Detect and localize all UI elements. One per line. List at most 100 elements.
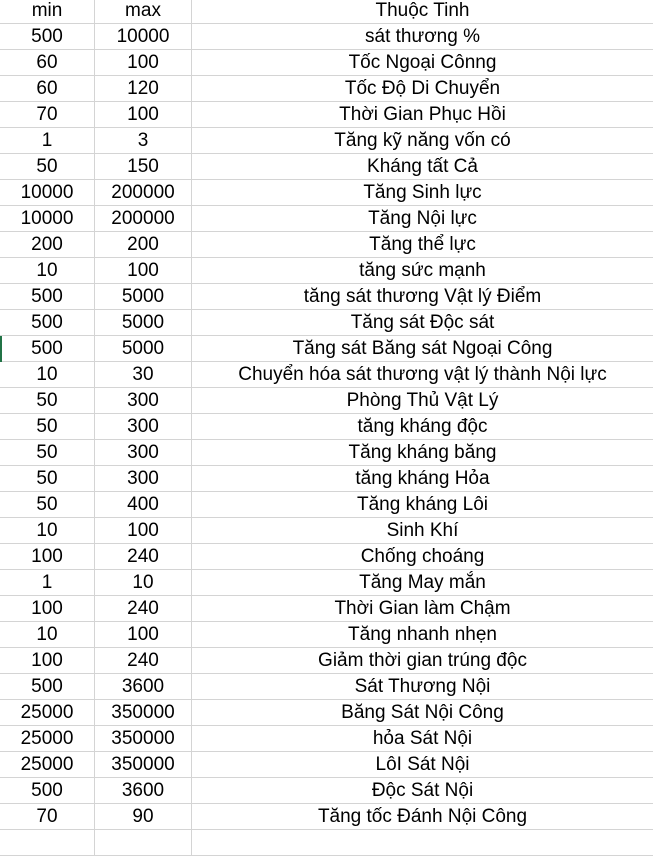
cell-attribute[interactable]: Tăng Nội lực: [368, 208, 477, 229]
cell-min[interactable]: 500: [0, 778, 95, 803]
cell-min[interactable]: 1: [0, 570, 95, 595]
cell-min[interactable]: 70: [0, 804, 95, 829]
cell-max[interactable]: 300: [95, 466, 192, 491]
cell-attribute[interactable]: Thời Gian làm Chậm: [334, 598, 511, 619]
cell-attribute[interactable]: Giảm thời gian trúng độc: [318, 650, 527, 671]
cell-min[interactable]: 10000: [0, 180, 95, 205]
cell-max[interactable]: 200000: [95, 180, 192, 205]
cell-attribute[interactable]: Tăng nhanh nhẹn: [348, 624, 497, 645]
cell-max[interactable]: 100: [95, 50, 192, 75]
cell-min[interactable]: 200: [0, 232, 95, 257]
cell-max[interactable]: 400: [95, 492, 192, 517]
cell-min[interactable]: 100: [0, 596, 95, 621]
cell-min[interactable]: 60: [0, 76, 95, 101]
cell-max[interactable]: 5000: [95, 336, 192, 361]
cell-max[interactable]: 240: [95, 596, 192, 621]
cell-min[interactable]: 10: [0, 622, 95, 647]
cell-attribute[interactable]: Sát Thương Nội: [354, 676, 491, 697]
cell-min[interactable]: 50: [0, 466, 95, 491]
cell-max[interactable]: 350000: [95, 752, 192, 777]
cell-min[interactable]: 50: [0, 440, 95, 465]
cell-min[interactable]: 50: [0, 154, 95, 179]
cell-attribute[interactable]: Tăng May mắn: [359, 572, 486, 593]
cell-max[interactable]: 3: [95, 128, 192, 153]
cell-max[interactable]: 300: [95, 388, 192, 413]
cell-attribute[interactable]: Tốc Độ Di Chuyển: [344, 78, 501, 99]
cell-attribute[interactable]: Chuyển hóa sát thương vật lý thành Nội l…: [238, 364, 607, 385]
cell-max[interactable]: 100: [95, 102, 192, 127]
empty-cell[interactable]: [0, 830, 95, 855]
cell-attribute[interactable]: Phòng Thủ Vật Lý: [346, 390, 499, 411]
cell-max[interactable]: 350000: [95, 726, 192, 751]
cell-min[interactable]: 10: [0, 362, 95, 387]
cell-max[interactable]: 10000: [95, 24, 192, 49]
cell-max[interactable]: 350000: [95, 700, 192, 725]
table-row: 70 90 Tăng tốc Đánh Nội Công: [0, 804, 653, 830]
cell-attribute[interactable]: tăng kháng độc: [357, 416, 488, 437]
cell-min[interactable]: 10000: [0, 206, 95, 231]
cell-attribute[interactable]: Kháng tất Cả: [367, 156, 478, 177]
cell-attribute[interactable]: sát thương %: [365, 26, 480, 47]
cell-max[interactable]: 5000: [95, 284, 192, 309]
cell-min[interactable]: 25000: [0, 752, 95, 777]
empty-cell[interactable]: [192, 830, 653, 855]
cell-max[interactable]: 30: [95, 362, 192, 387]
cell-attribute[interactable]: tăng kháng Hỏa: [355, 468, 490, 489]
cell-max[interactable]: 10: [95, 570, 192, 595]
cell-max[interactable]: 5000: [95, 310, 192, 335]
header-min[interactable]: min: [0, 0, 95, 23]
cell-max[interactable]: 200000: [95, 206, 192, 231]
cell-attribute[interactable]: Tăng thể lực: [369, 234, 476, 255]
cell-max[interactable]: 240: [95, 544, 192, 569]
cell-attribute[interactable]: Tăng kháng băng: [348, 442, 497, 463]
cell-max[interactable]: 100: [95, 622, 192, 647]
cell-attribute[interactable]: Tăng sát Độc sát: [350, 312, 495, 333]
cell-max[interactable]: 300: [95, 414, 192, 439]
cell-max[interactable]: 100: [95, 518, 192, 543]
cell-min[interactable]: 100: [0, 648, 95, 673]
cell-min[interactable]: 500: [0, 24, 95, 49]
cell-max[interactable]: 100: [95, 258, 192, 283]
cell-min[interactable]: 70: [0, 102, 95, 127]
cell-attribute[interactable]: Tăng sát Băng sát Ngoại Công: [292, 338, 553, 359]
cell-min[interactable]: 500: [0, 284, 95, 309]
cell-attribute[interactable]: Tăng kháng Lôi: [357, 494, 488, 515]
cell-attribute[interactable]: Chống choáng: [360, 546, 485, 567]
cell-attribute[interactable]: Tăng tốc Đánh Nội Công: [317, 806, 528, 827]
cell-attribute[interactable]: Tốc Ngoại Cônng: [348, 52, 497, 73]
cell-attribute[interactable]: Độc Sát Nội: [371, 780, 474, 801]
cell-min[interactable]: 1: [0, 128, 95, 153]
cell-attribute[interactable]: Tăng Sinh lực: [363, 182, 482, 203]
cell-min[interactable]: 10: [0, 518, 95, 543]
cell-min[interactable]: 50: [0, 388, 95, 413]
cell-min[interactable]: 60: [0, 50, 95, 75]
empty-cell[interactable]: [95, 830, 192, 855]
cell-min[interactable]: 100: [0, 544, 95, 569]
cell-attribute[interactable]: tăng sát thương Vật lý Điểm: [303, 286, 542, 307]
cell-max[interactable]: 200: [95, 232, 192, 257]
cell-min[interactable]: 500: [0, 310, 95, 335]
cell-attribute[interactable]: LôI Sát Nội: [375, 754, 470, 775]
cell-max[interactable]: 3600: [95, 778, 192, 803]
cell-max[interactable]: 90: [95, 804, 192, 829]
cell-max[interactable]: 150: [95, 154, 192, 179]
cell-attribute[interactable]: hỏa Sát Nội: [372, 728, 473, 749]
cell-max[interactable]: 300: [95, 440, 192, 465]
cell-min[interactable]: 500: [0, 674, 95, 699]
cell-attribute[interactable]: Thời Gian Phục Hồi: [339, 104, 506, 125]
cell-min[interactable]: 50: [0, 492, 95, 517]
cell-min[interactable]: 25000: [0, 700, 95, 725]
header-attribute[interactable]: Thuộc Tinh: [375, 0, 470, 21]
cell-max[interactable]: 240: [95, 648, 192, 673]
cell-attribute[interactable]: Băng Sát Nội Công: [341, 702, 504, 723]
cell-max[interactable]: 3600: [95, 674, 192, 699]
cell-attribute[interactable]: Tăng kỹ năng vốn có: [334, 130, 511, 151]
header-max[interactable]: max: [95, 0, 192, 23]
cell-min[interactable]: 10: [0, 258, 95, 283]
cell-attribute[interactable]: Sinh Khí: [386, 520, 459, 541]
cell-min[interactable]: 50: [0, 414, 95, 439]
cell-max[interactable]: 120: [95, 76, 192, 101]
cell-min[interactable]: 500: [0, 336, 95, 361]
cell-attribute[interactable]: tăng sức mạnh: [359, 260, 486, 281]
cell-min[interactable]: 25000: [0, 726, 95, 751]
